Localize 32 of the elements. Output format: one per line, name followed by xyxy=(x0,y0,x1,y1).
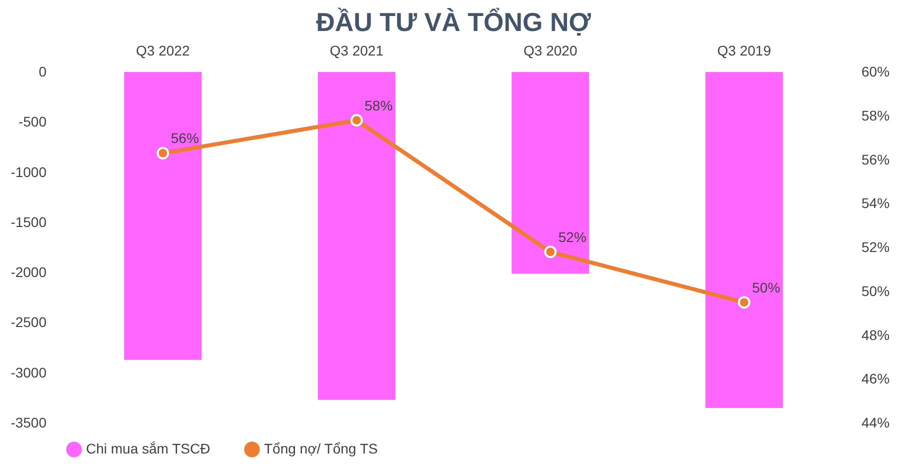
y2-tick-label: 44% xyxy=(862,414,890,430)
y-tick-label: 0 xyxy=(38,64,47,80)
y2-tick-label: 52% xyxy=(862,239,890,255)
x-tick-label: Q3 2021 xyxy=(330,42,384,58)
y-tick-label: -2000 xyxy=(10,264,47,280)
y-tick-label: -1500 xyxy=(10,214,47,230)
x-tick-label: Q3 2020 xyxy=(524,42,578,58)
y-tick-label: -3500 xyxy=(10,414,47,430)
point xyxy=(544,246,557,258)
y2-tick-label: 48% xyxy=(862,326,890,343)
y2-tick-label: 60% xyxy=(862,64,890,80)
legend-label: Chi mua sắm TSCĐ xyxy=(86,440,210,456)
data-label: 58% xyxy=(364,97,393,114)
y-tick-label: -1000 xyxy=(10,164,47,180)
y2-tick-label: 50% xyxy=(862,282,890,299)
point xyxy=(738,296,750,309)
data-label: 50% xyxy=(752,279,780,296)
y-tick-label: -3000 xyxy=(10,364,47,380)
x-tick-label: Q3 2019 xyxy=(717,42,772,58)
y-tick-label: -2500 xyxy=(10,314,47,330)
legend-label: Tổng nợ/ Tổng TS xyxy=(264,440,378,456)
y-tick-label: -500 xyxy=(18,114,47,130)
y2-tick-label: 54% xyxy=(862,195,890,212)
y2-tick-label: 58% xyxy=(862,107,890,124)
data-label: 52% xyxy=(558,228,586,245)
x-tick-label: Q3 2022 xyxy=(136,42,190,58)
y2-tick-label: 46% xyxy=(862,370,890,387)
point xyxy=(156,146,170,160)
data-label: 56% xyxy=(170,130,199,146)
y2-tick-label: 56% xyxy=(862,151,890,168)
point xyxy=(350,114,363,126)
chart-title: ĐẦU TƯ VÀ TỔNG NỢ xyxy=(316,7,592,37)
